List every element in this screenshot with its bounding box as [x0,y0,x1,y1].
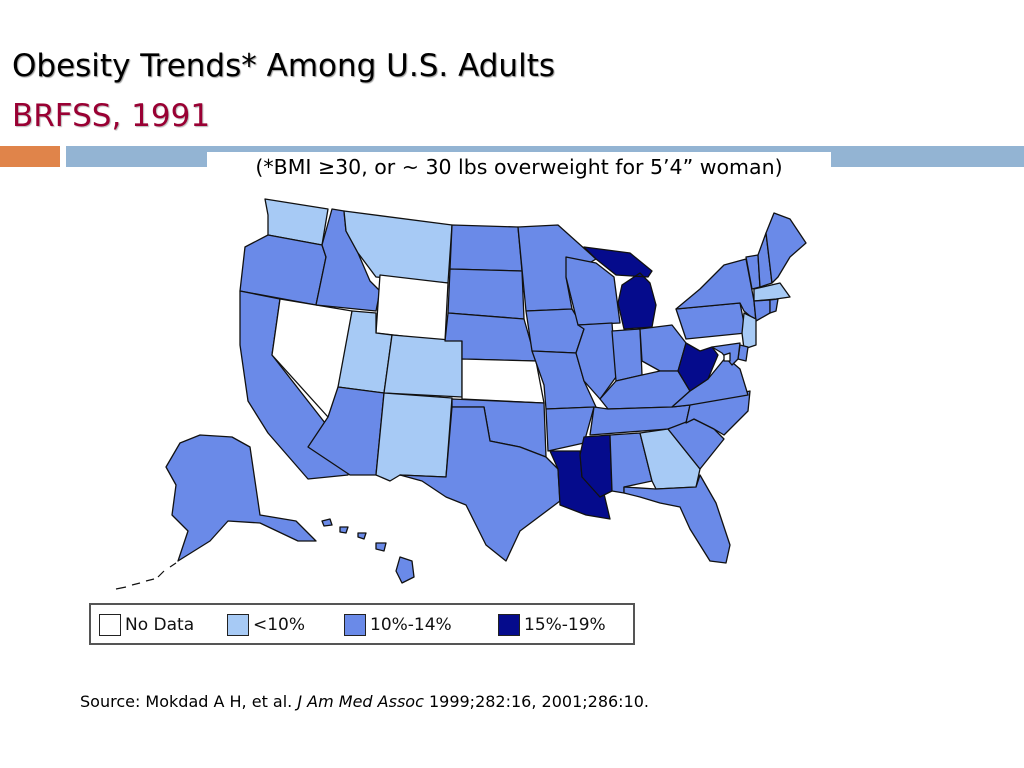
state-CT [753,299,771,322]
source-journal: J Am Med Assoc [297,692,424,711]
state-NJ [741,312,757,350]
state-HI [321,518,415,584]
state-ND [449,224,523,272]
state-NM [375,392,453,482]
slide-title: Obesity Trends* Among U.S. Adults [12,48,555,84]
state-SD [447,268,525,320]
legend-swatch-15-19 [498,614,520,636]
legend-item-15-19: 15%-19% [498,612,606,638]
state-IN [611,328,643,382]
bmi-note: (*BMI ≥30, or ~ 30 lbs overweight for 5’… [207,152,831,182]
source-citation: Source: Mokdad A H, et al. J Am Med Asso… [80,690,720,714]
legend-item-lt10: <10% [227,612,305,638]
legend-label-lt10: <10% [253,615,306,635]
state-CO [383,334,463,398]
state-KS [461,358,545,404]
map-legend: No Data <10% 10%-14% 15%-19% [89,603,635,645]
legend-swatch-no-data [99,614,121,636]
slide-subtitle: BRFSS, 1991 [12,98,211,134]
legend-swatch-10-14 [344,614,366,636]
state-WV [677,342,719,392]
legend-swatch-lt10 [227,614,249,636]
us-obesity-map [115,198,807,590]
state-MI [583,246,657,330]
state-RI [769,298,779,314]
state-WY [375,274,449,342]
state-OH [639,324,687,372]
state-MA [753,282,791,302]
legend-item-no-data: No Data [99,612,194,638]
state-ME [765,212,807,284]
state-DC [723,352,731,362]
accent-bar-orange [0,146,60,167]
state-TX [399,406,561,562]
source-prefix: Source: Mokdad A H, et al. [80,692,298,711]
source-suffix: 1999;282:16, 2001;286:10. [423,692,650,711]
state-AK [165,434,317,562]
legend-label-no-data: No Data [125,615,195,635]
legend-item-10-14: 10%-14% [344,612,452,638]
aleutian-islands [115,562,177,590]
state-WI [565,256,621,326]
legend-label-10-14: 10%-14% [370,615,452,635]
state-FL [623,474,731,564]
legend-label-15-19: 15%-19% [524,615,606,635]
